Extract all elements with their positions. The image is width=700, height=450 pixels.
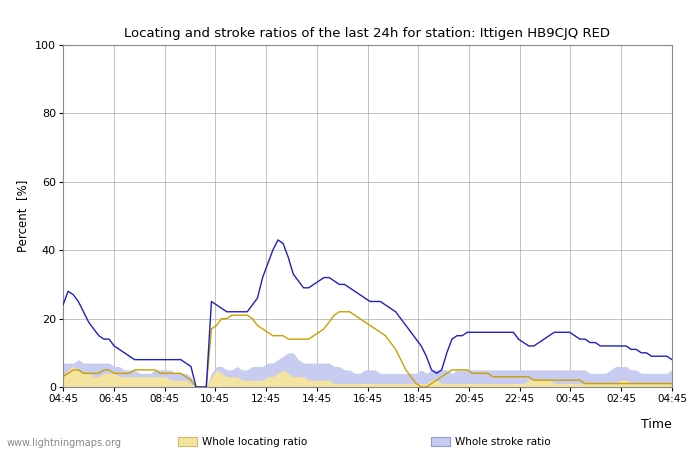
Legend: Whole locating ratio, Locating ratio station Ittigen HB9CJQ RED, Whole stroke ra: Whole locating ratio, Locating ratio sta… [178, 436, 661, 450]
Text: www.lightningmaps.org: www.lightningmaps.org [7, 438, 122, 448]
Text: Time: Time [641, 418, 672, 431]
Title: Locating and stroke ratios of the last 24h for station: Ittigen HB9CJQ RED: Locating and stroke ratios of the last 2… [125, 27, 610, 40]
Y-axis label: Percent  [%]: Percent [%] [17, 180, 29, 252]
